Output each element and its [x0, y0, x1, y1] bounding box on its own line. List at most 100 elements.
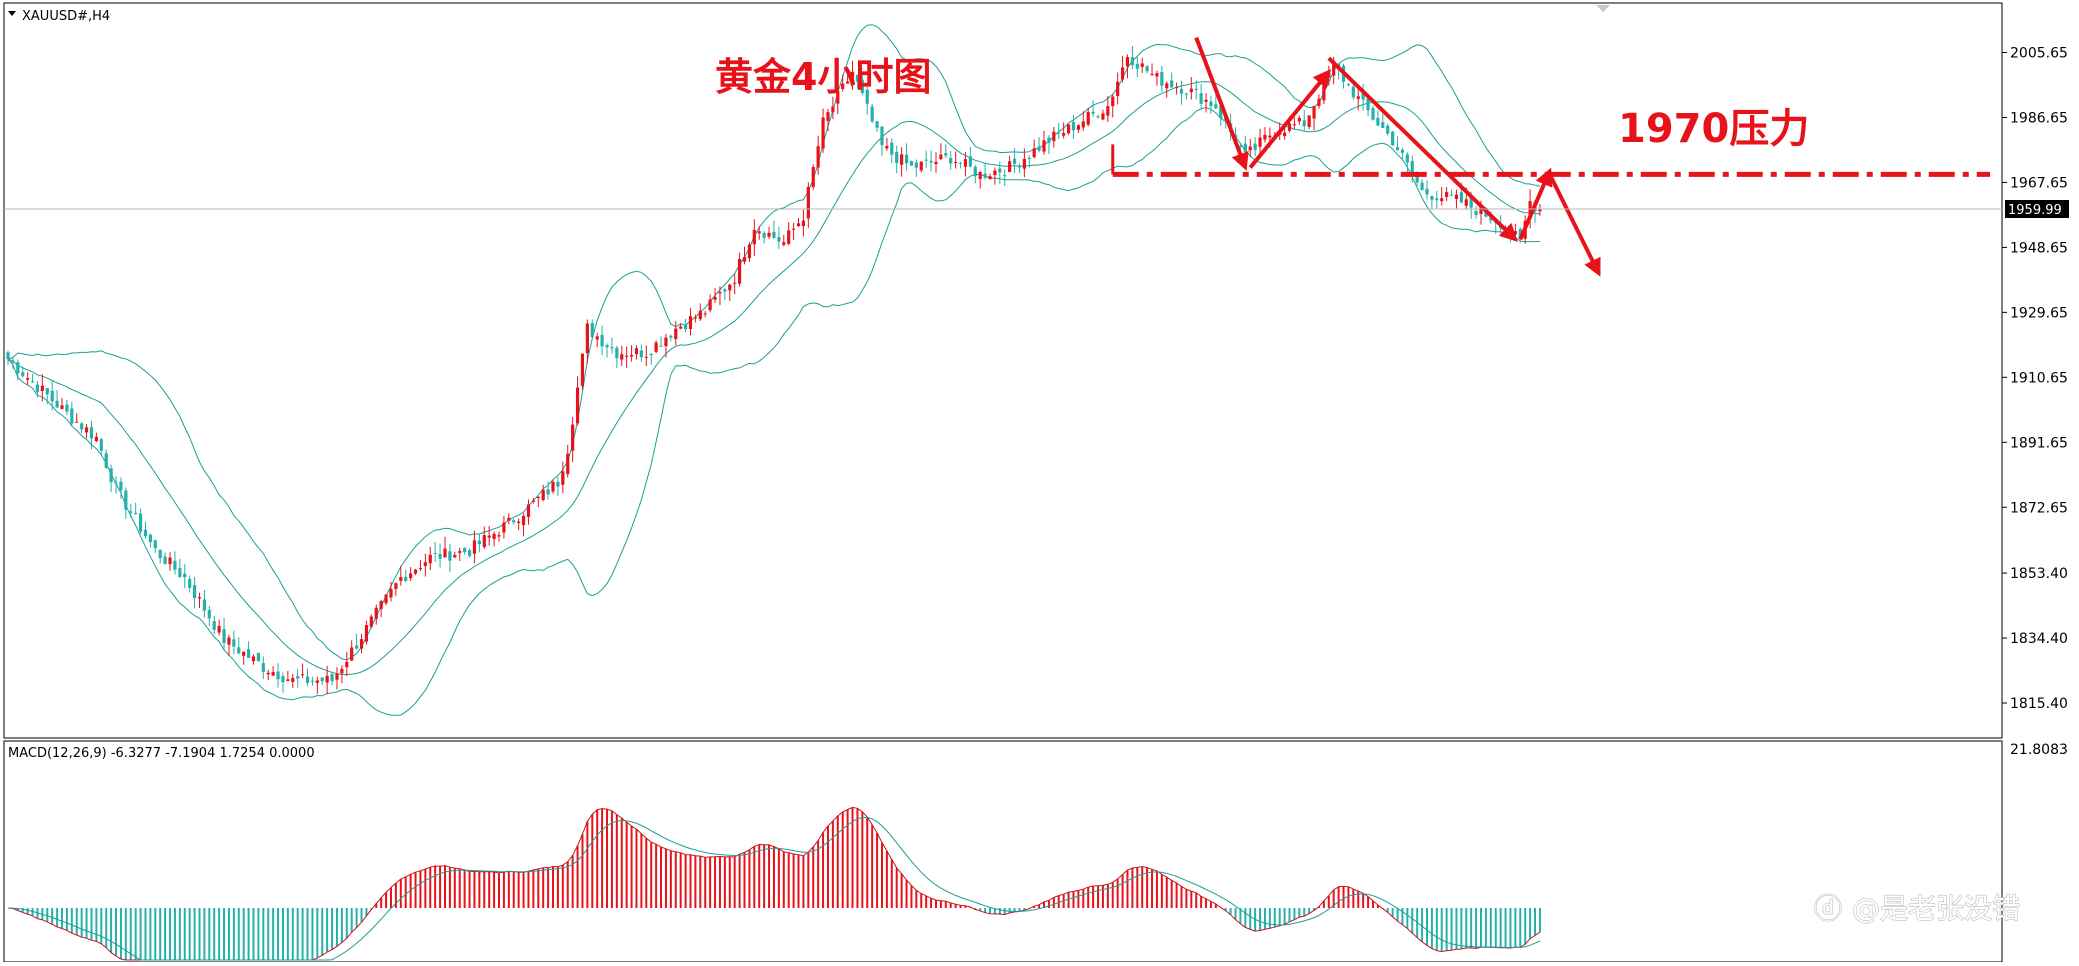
- candle-body: [914, 162, 918, 168]
- trend-arrow: [1518, 167, 1553, 241]
- candle-body: [1445, 192, 1449, 197]
- candle-body: [1518, 229, 1522, 239]
- candle-body: [129, 511, 133, 513]
- candle-body: [6, 352, 10, 360]
- candle-body: [197, 597, 202, 599]
- candle-body: [246, 649, 251, 658]
- candle-body: [983, 173, 987, 178]
- candle-body: [1174, 86, 1179, 88]
- price-axis: 2005.65 1986.65 1967.65 1948.65 1929.65 1910.…: [2002, 46, 2068, 712]
- candle-body: [124, 490, 128, 510]
- candle-body: [1253, 143, 1257, 150]
- candle-body: [728, 284, 732, 291]
- candle-body: [40, 385, 44, 391]
- candle-body: [1037, 146, 1041, 151]
- candle-body: [134, 513, 138, 515]
- main-panel-frame: [3, 2, 2003, 739]
- symbol-label: XAUUSD#,H4: [22, 9, 110, 24]
- candle-body: [1111, 96, 1115, 107]
- candle-body: [1489, 217, 1493, 221]
- candle-body: [963, 159, 968, 167]
- candle-body: [1022, 158, 1026, 169]
- candle-body: [1312, 106, 1316, 119]
- candle-body: [924, 159, 928, 161]
- candle-body: [747, 244, 752, 259]
- candle-body: [188, 579, 192, 588]
- candle-body: [944, 152, 948, 156]
- candle-body: [1101, 113, 1105, 120]
- candle-body: [737, 258, 742, 284]
- candle-body: [1120, 67, 1125, 80]
- candle-body: [1268, 135, 1272, 138]
- candle-body: [212, 621, 216, 630]
- candle-body: [1435, 198, 1439, 201]
- y-tick-label: 1986.65: [2010, 110, 2068, 126]
- candle-body: [556, 481, 560, 487]
- candle-body: [364, 625, 369, 642]
- candle-body: [433, 553, 437, 555]
- candle-body: [301, 674, 305, 676]
- candle-body: [1204, 99, 1208, 102]
- candle-body: [610, 347, 614, 349]
- candle-body: [733, 282, 737, 284]
- candle-body: [526, 504, 531, 517]
- candle-body: [954, 161, 958, 164]
- candle-body: [291, 677, 295, 682]
- watermark: @是老张没错: [1852, 892, 2020, 925]
- candle-body: [217, 625, 221, 633]
- candle-body: [143, 529, 148, 537]
- candle-body: [939, 154, 943, 160]
- candle-body: [620, 354, 624, 360]
- candle-body: [1263, 134, 1267, 140]
- candle-body: [109, 468, 113, 483]
- candle-body: [1479, 206, 1483, 215]
- y-tick-label: 1815.40: [2010, 696, 2068, 712]
- candle-body: [875, 121, 879, 128]
- candle-body: [237, 647, 241, 654]
- candle-body: [320, 677, 324, 682]
- candle-body: [713, 296, 717, 300]
- candle-body: [890, 142, 894, 155]
- candle-body: [968, 156, 972, 167]
- macd-panel-frame: [3, 740, 2003, 963]
- candle-body: [345, 661, 349, 668]
- candle-body: [551, 481, 555, 492]
- candle-body: [487, 535, 491, 538]
- candle-body: [1096, 116, 1100, 118]
- candle-body: [1440, 198, 1444, 202]
- candle-body: [1464, 199, 1468, 206]
- candle-body: [1351, 86, 1355, 98]
- macd-indicator: [7, 806, 1541, 961]
- candle-body: [811, 167, 815, 188]
- candle-body: [369, 616, 373, 627]
- candle-body: [934, 161, 938, 165]
- candle-body: [998, 168, 1002, 173]
- candle-body: [1184, 93, 1188, 95]
- candle-body: [355, 645, 359, 649]
- y-tick-label: 1948.65: [2010, 240, 2068, 256]
- candle-body: [148, 534, 152, 543]
- candle-body: [841, 83, 845, 89]
- candle-body: [1199, 93, 1203, 104]
- candle-body: [880, 126, 884, 146]
- candle-body: [443, 548, 447, 558]
- y-tick-label: 1910.65: [2010, 370, 2068, 386]
- symbol-dropdown-icon[interactable]: [8, 11, 16, 16]
- candle-body: [1179, 89, 1184, 94]
- candle-body: [119, 481, 123, 491]
- candle-body: [242, 651, 246, 656]
- candle-body: [1459, 192, 1463, 203]
- trend-arrow: [1194, 36, 1249, 171]
- candle-body: [1076, 125, 1080, 130]
- candle-body: [50, 390, 54, 402]
- candle-body: [168, 557, 172, 565]
- candle-body: [1027, 157, 1031, 159]
- candle-body: [595, 336, 599, 340]
- candle-body: [1400, 149, 1405, 153]
- candle-body: [271, 671, 275, 676]
- signal-line: [7, 816, 1541, 961]
- candle-body: [521, 515, 526, 526]
- candle-body: [11, 360, 15, 363]
